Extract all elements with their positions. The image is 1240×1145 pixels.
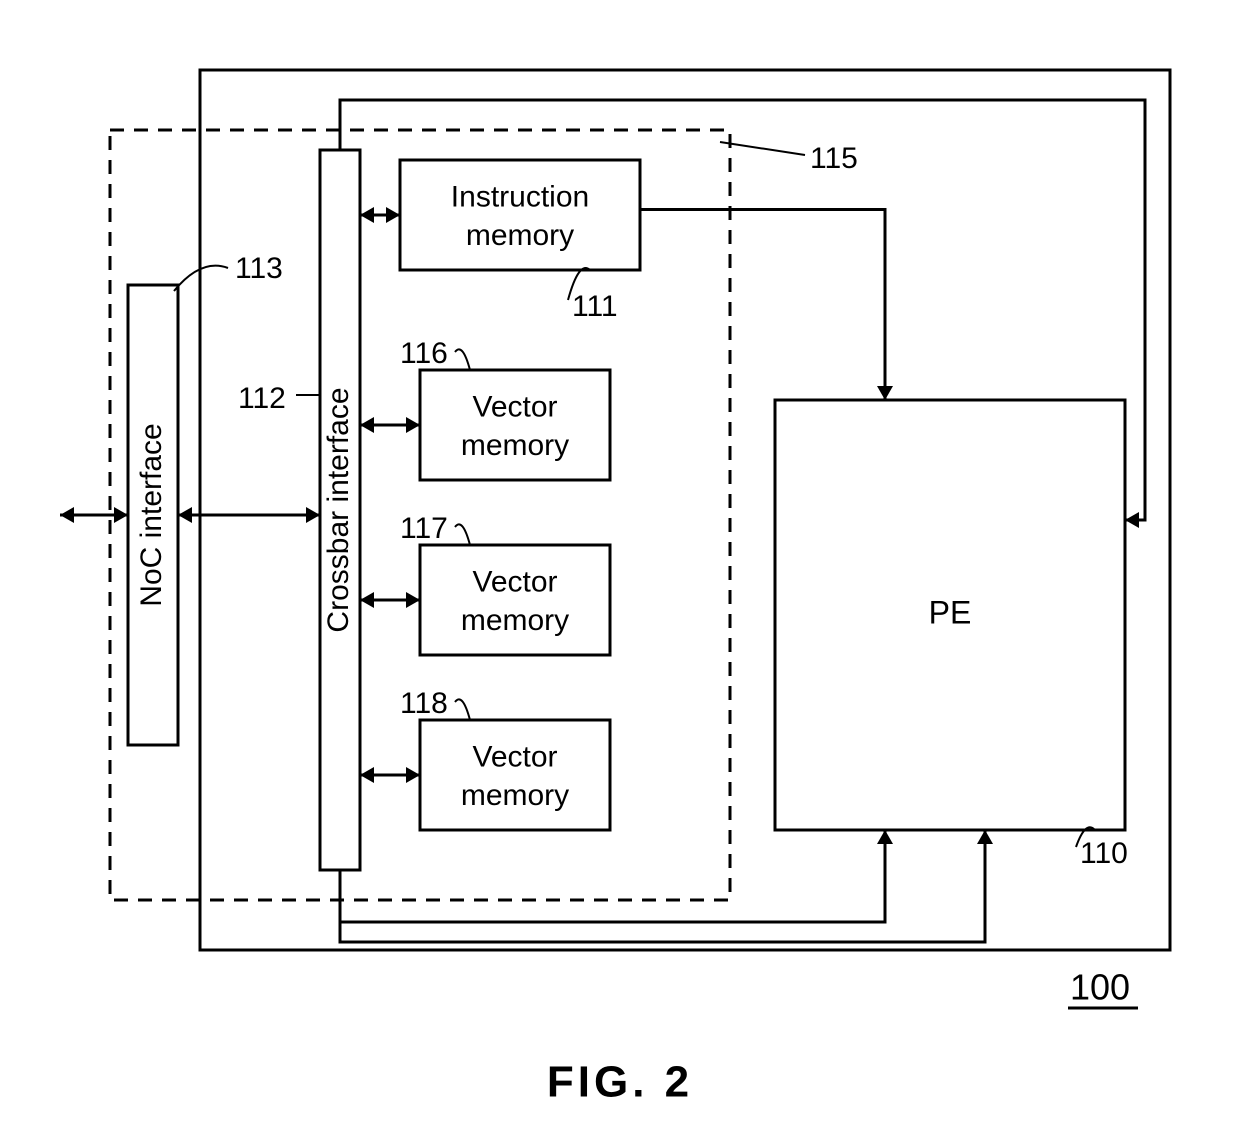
svg-text:113: 113 (235, 252, 283, 285)
svg-text:Crossbar interface: Crossbar interface (322, 387, 355, 632)
svg-text:115: 115 (810, 142, 858, 175)
svg-text:111: 111 (572, 290, 618, 323)
svg-text:NoC interface: NoC interface (135, 423, 168, 606)
svg-text:Vector: Vector (472, 740, 557, 773)
svg-text:Vector: Vector (472, 565, 557, 598)
svg-text:memory: memory (461, 779, 569, 812)
svg-text:PE: PE (929, 594, 972, 630)
svg-text:110: 110 (1080, 837, 1128, 870)
svg-text:memory: memory (466, 219, 574, 252)
svg-text:Instruction: Instruction (451, 180, 589, 213)
svg-text:Vector: Vector (472, 390, 557, 423)
svg-text:FIG. 2: FIG. 2 (547, 1058, 693, 1107)
svg-text:memory: memory (461, 604, 569, 637)
svg-text:116: 116 (400, 337, 448, 370)
svg-text:100: 100 (1070, 967, 1130, 1008)
svg-text:112: 112 (238, 382, 286, 415)
svg-text:memory: memory (461, 429, 569, 462)
svg-text:117: 117 (400, 512, 448, 545)
svg-text:118: 118 (400, 687, 448, 720)
